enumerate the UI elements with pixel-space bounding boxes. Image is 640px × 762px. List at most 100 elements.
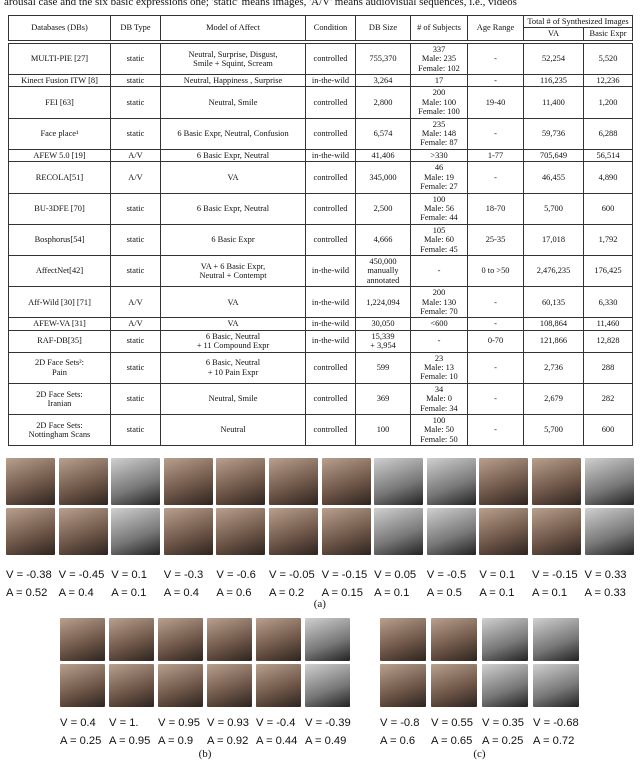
- valence-label: V = -0.3: [163, 569, 204, 581]
- table-cell: static: [110, 351, 161, 384]
- table-cell: 15,339 + 3,954: [355, 329, 411, 353]
- valence-label: V = 0.55: [431, 717, 473, 729]
- table-cell: 5,520: [582, 42, 634, 76]
- cell-line: 60,135: [541, 297, 566, 307]
- table-cell: 450,000 manually annotated: [355, 254, 411, 288]
- cell-line: BU-3DFE [70]: [34, 203, 85, 213]
- cell-line: 6 Basic Expr, Neutral: [196, 150, 270, 160]
- cell-line: 12,828: [596, 336, 620, 346]
- header-cell: Age Range: [467, 15, 524, 41]
- cell-line: 200: [432, 88, 446, 98]
- table-cell: 337 Male: 235 Female: 102: [410, 42, 468, 76]
- table-cell: FEI [63]: [8, 86, 111, 119]
- face-image: [60, 618, 105, 661]
- arousal-label: A = 0.1: [111, 587, 147, 599]
- table-row: RECOLA[51] A/V VA controlled 345,000 46 Male: …: [8, 161, 634, 194]
- cell-line: A/V: [128, 319, 143, 329]
- face-image: [58, 458, 108, 505]
- cell-line: -: [494, 394, 497, 404]
- valence-label: V = -0.5: [426, 569, 467, 581]
- table-cell: static: [110, 382, 161, 416]
- valence-label: V = -0.6: [216, 569, 256, 581]
- face-image: [431, 664, 477, 707]
- cell-line: <600: [430, 319, 448, 329]
- cell-line: controlled: [313, 425, 348, 435]
- table-cell: 23 Male: 13 Female: 10: [410, 351, 468, 384]
- face-image: [256, 618, 301, 661]
- cell-line: Female: 44: [420, 213, 458, 223]
- cell-line: Female: 100: [418, 107, 460, 117]
- va-label: V = -0.15 A = 0.15: [322, 566, 371, 602]
- table-cell: -: [467, 161, 524, 194]
- table-cell: 0-70: [467, 329, 524, 353]
- cell-line: 6,330: [598, 297, 618, 307]
- header-cell: Model of Affect: [160, 15, 306, 41]
- table-cell: 3,264: [355, 74, 411, 88]
- cell-line: Male: 235: [421, 54, 457, 64]
- table-row: AFEW-VA [31] A/V VA in-the-wild 30,050 <600 - 1…: [8, 317, 634, 331]
- va-label: V = 0.1 A = 0.1: [111, 566, 160, 602]
- table-cell: controlled: [305, 86, 356, 119]
- table-cell: 17: [410, 74, 468, 88]
- table-cell: -: [467, 351, 524, 384]
- face-row: [6, 508, 640, 555]
- face-image: [60, 664, 105, 707]
- cell-line: Smile + Squint, Scream: [193, 58, 273, 68]
- arousal-label: A = 0.4: [58, 587, 94, 599]
- cell-line: 2D Face Sets:: [36, 389, 83, 399]
- table-cell: static: [110, 74, 161, 88]
- table-cell: 5,700: [523, 414, 584, 447]
- face-image: [426, 508, 476, 555]
- table-cell: -: [467, 414, 524, 447]
- face-row: [380, 618, 599, 661]
- table-cell: 105 Male: 60 Female: 45: [410, 223, 468, 256]
- cell-line: 25-35: [485, 235, 506, 245]
- table-cell: 41,406: [355, 148, 411, 163]
- table-cell: 5,700: [523, 192, 584, 225]
- cell-line: -: [494, 54, 497, 64]
- cell-line: VA: [227, 319, 239, 329]
- cell-line: 11,400: [542, 97, 565, 107]
- subheader-cell: VA: [523, 27, 584, 41]
- arousal-label: A = 0.49: [305, 735, 347, 747]
- cell-line: 121,866: [539, 336, 568, 346]
- face-image: [109, 618, 154, 661]
- table-cell: 6 Basic, Neutral + 10 Pain Expr: [160, 351, 306, 384]
- cell-line: 6 Basic Expr, Neutral: [196, 203, 270, 213]
- cell-line: 705,649: [539, 150, 568, 160]
- table-cell: 600: [582, 414, 634, 447]
- arousal-label: A = 0.95: [109, 735, 151, 747]
- cell-line: 23: [434, 353, 444, 363]
- table-cell: 46 Male: 19 Female: 27: [410, 161, 468, 194]
- table-cell: 369: [355, 382, 411, 416]
- cell-line: static: [126, 97, 145, 107]
- cell-line: Kinect Fusion ITW [8]: [21, 76, 98, 86]
- table-cell: 34 Male: 0 Female: 34: [410, 382, 468, 416]
- arousal-label: A = 0.44: [256, 735, 298, 747]
- table-cell: 6 Basic Expr, Neutral: [160, 192, 306, 225]
- table-cell: Kinect Fusion ITW [8]: [8, 74, 111, 88]
- va-label: V = -0.39 A = 0.49: [305, 714, 351, 750]
- cell-line: 34: [434, 384, 444, 394]
- table-cell: static: [110, 254, 161, 288]
- table-cell: 1,792: [582, 223, 634, 256]
- panel-label: (a): [313, 598, 326, 610]
- cell-line: 5,700: [544, 425, 563, 435]
- cell-line: 1,224,094: [366, 297, 400, 307]
- table-row: 2D Face Sets: Iranian static Neutral, Smile…: [8, 382, 634, 416]
- cell-line: 17,018: [541, 235, 566, 245]
- cell-line: annotated: [366, 275, 400, 285]
- table-cell: A/V: [110, 148, 161, 163]
- cell-line: 2,679: [544, 394, 563, 404]
- cell-line: controlled: [313, 97, 348, 107]
- cell-line: Female: 34: [420, 403, 458, 413]
- figure-panel: V = -0.38 A = 0.52 V = -0.45 A = 0.4 V = 0.1…: [6, 458, 640, 599]
- table-cell: controlled: [305, 192, 356, 225]
- cell-line: 2,736: [544, 363, 563, 372]
- arousal-label: A = 0.2: [268, 587, 305, 599]
- table-cell: Bosphorus[54]: [8, 223, 111, 256]
- face-row: [380, 664, 599, 707]
- table-cell: static: [110, 329, 161, 353]
- cell-line: 100: [432, 416, 446, 426]
